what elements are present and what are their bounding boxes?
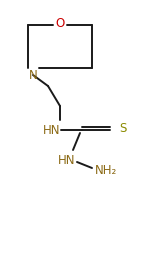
Text: HN: HN [43,123,61,136]
Text: HN: HN [58,153,76,167]
Text: S: S [119,122,126,135]
Text: O: O [55,16,65,29]
Text: NH₂: NH₂ [95,165,117,177]
Text: N: N [29,69,37,82]
